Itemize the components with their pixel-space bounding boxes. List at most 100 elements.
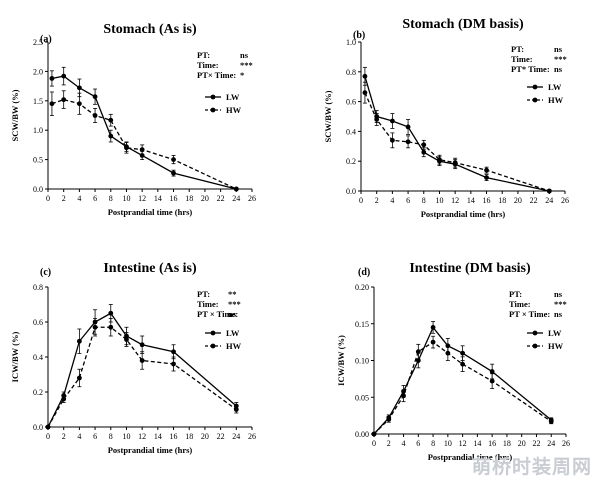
data-point: [76, 338, 82, 344]
y-axis-label: ICW/BW (%): [10, 332, 20, 383]
chart-title: Stomach (DM basis): [402, 17, 524, 32]
x-tick-label: 2: [375, 196, 379, 205]
x-tick-label: 26: [562, 439, 570, 448]
x-axis-label: Postprandial time (hrs): [428, 452, 513, 462]
y-tick-label: 2.0: [33, 67, 43, 76]
y-tick-label: 0.6: [33, 318, 43, 327]
data-point: [484, 167, 489, 173]
y-axis-label: ICW/BW (%): [336, 335, 346, 386]
y-tick-label: 0.8: [33, 283, 43, 292]
data-point: [124, 145, 129, 151]
data-point: [233, 186, 239, 192]
series-lw: [45, 304, 239, 430]
data-point: [61, 73, 67, 79]
x-tick-label: 24: [547, 439, 555, 448]
y-tick-label: 0.15: [355, 320, 369, 329]
y-tick-label: 0.2: [33, 388, 43, 397]
stat-label: Time:: [197, 60, 219, 70]
data-point: [49, 101, 55, 107]
legend-label: HW: [226, 341, 242, 351]
data-point: [445, 350, 451, 356]
series-line: [47, 312, 237, 428]
stat-label: PT:: [511, 44, 524, 54]
data-point: [421, 149, 427, 155]
data-point: [76, 101, 82, 107]
y-axis-label: SCW/BW (%): [10, 89, 20, 141]
data-point: [139, 358, 145, 363]
x-tick-label: 14: [154, 194, 162, 203]
legend-entry-lw: LW: [205, 92, 240, 102]
stat-label: Time:: [511, 54, 533, 64]
data-point: [171, 361, 176, 367]
legend-label: LW: [548, 328, 562, 338]
series-hw: [49, 90, 239, 192]
data-point: [139, 147, 145, 153]
chart-title: Intestine (DM basis): [409, 261, 531, 276]
x-tick-label: 14: [473, 439, 481, 448]
data-point: [61, 396, 67, 402]
data-point: [548, 419, 554, 424]
legend-entry-lw: LW: [527, 82, 562, 92]
data-point: [374, 117, 380, 122]
legend-marker: [532, 84, 538, 90]
stat-value: ns: [554, 289, 563, 299]
x-tick-label: 2: [387, 439, 391, 448]
stat-label: PT* Time:: [511, 64, 550, 74]
x-tick-label: 14: [154, 432, 162, 441]
x-tick-label: 16: [170, 194, 178, 203]
chart-panel-1: Stomach (As is)(a)0 2 4 6 8 10 12 14 16 18 20 22 24 2…: [10, 22, 256, 217]
data-point: [108, 324, 114, 330]
x-tick-label: 22: [532, 439, 540, 448]
x-tick-label: 20: [201, 194, 209, 203]
series-hw: [362, 81, 552, 194]
data-point: [484, 175, 489, 180]
data-point: [108, 310, 114, 316]
stat-label: PT:: [197, 289, 210, 299]
data-point: [108, 117, 114, 123]
y-tick-label: 0.4: [33, 353, 43, 362]
watermark-text: 萌桥时装周网: [471, 456, 592, 478]
x-tick-label: 24: [232, 432, 240, 441]
x-tick-label: 12: [451, 196, 459, 205]
x-tick-label: 4: [390, 196, 394, 205]
x-tick-label: 18: [185, 432, 193, 441]
x-tick-label: 6: [406, 196, 410, 205]
data-point: [76, 375, 82, 381]
chart-panel-2: Stomach (DM basis)(b)0 2 4 6 8 10 12 14 16 18 20 22…: [323, 17, 569, 219]
x-tick-label: 0: [46, 432, 50, 441]
stat-value: ns: [554, 309, 563, 319]
data-point: [386, 416, 392, 422]
legend-label: LW: [226, 92, 240, 102]
stat-label: PT × Time:: [197, 309, 238, 319]
data-point: [45, 424, 51, 430]
data-point: [108, 133, 114, 139]
y-tick-label: 1.0: [346, 38, 356, 47]
y-tick-label: 0.5: [33, 156, 43, 165]
x-tick-label: 20: [514, 196, 522, 205]
x-tick-label: 24: [232, 194, 240, 203]
legend-marker: [210, 330, 216, 336]
data-point: [460, 361, 466, 367]
data-point: [405, 124, 411, 130]
series-lw: [362, 66, 552, 194]
panel-label: (a): [40, 34, 52, 45]
x-axis-label: Postprandial time (hrs): [421, 209, 506, 219]
data-point: [362, 90, 368, 96]
data-point: [546, 188, 552, 194]
x-tick-label: 22: [217, 194, 225, 203]
x-tick-label: 26: [561, 196, 569, 205]
data-point: [171, 170, 176, 176]
data-point: [124, 337, 129, 342]
data-point: [92, 113, 98, 118]
legend-marker: [532, 343, 538, 349]
x-tick-label: 0: [46, 194, 50, 203]
data-point: [92, 94, 98, 100]
data-point: [401, 393, 406, 399]
x-tick-label: 4: [77, 432, 81, 441]
panel-label: (d): [358, 267, 370, 278]
stat-value: ***: [240, 60, 253, 70]
x-tick-label: 24: [545, 196, 553, 205]
stat-value: **: [228, 289, 237, 299]
stat-value: ***: [554, 54, 567, 64]
x-tick-label: 6: [93, 432, 97, 441]
